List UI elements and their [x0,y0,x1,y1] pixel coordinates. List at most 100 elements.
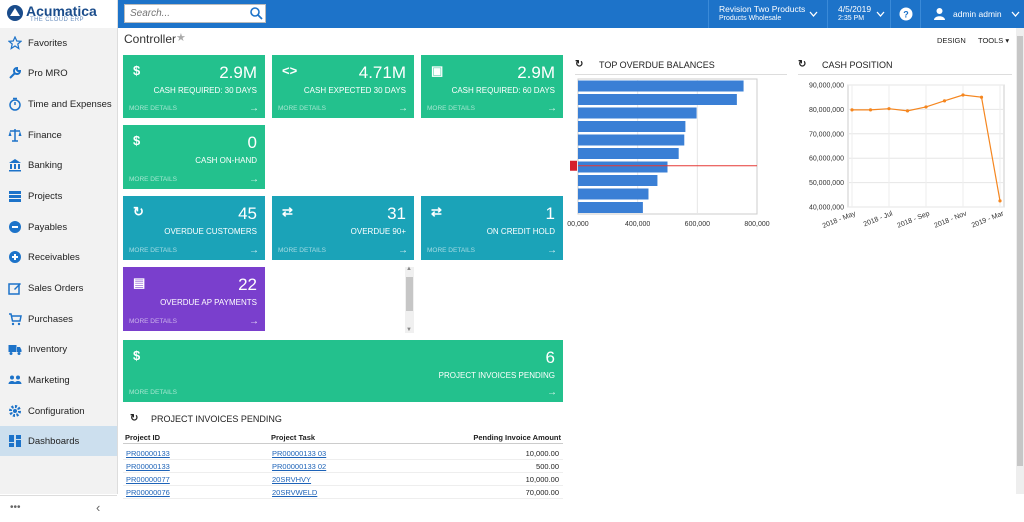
kpi-tile-project-invoices-pending[interactable]: $ 6 PROJECT INVOICES PENDING MORE DETAIL… [123,340,563,402]
more-details-link[interactable]: MORE DETAILS [129,247,177,254]
search-icon[interactable] [249,6,263,20]
transfer-icon: ⇄ [431,204,442,219]
arrow-right-icon[interactable]: → [249,316,259,327]
refresh-icon[interactable]: ↻ [798,59,807,70]
scroll-up-icon[interactable]: ▲ [406,266,412,272]
more-details-link[interactable]: MORE DETAILS [278,247,326,254]
sidebar-item-inventory[interactable]: Inventory [0,334,117,364]
kpi-tile-cash-required-30[interactable]: $ 2.9M CASH REQUIRED: 30 DAYS MORE DETAI… [123,55,265,118]
sidebar-item-projects[interactable]: Projects [0,181,117,211]
app-logo[interactable]: Acumatica THE CLOUD ERP [0,0,118,28]
y-tick-label: 90,000,000 [809,83,844,90]
kpi-tile-overdue-90[interactable]: ⇄ 31 OVERDUE 90+ MORE DETAILS → [272,196,414,260]
x-tick-label: 400,000 [625,221,650,228]
cart-icon [9,313,22,326]
arrow-right-icon[interactable]: → [249,103,259,114]
table-row: PR00000133 PR00000133 02 500.00 [123,460,563,473]
more-details-link[interactable]: MORE DETAILS [129,176,177,183]
branch-company: Revision Two Products [719,4,806,14]
user-menu[interactable]: admin admin [920,0,1024,28]
kpi-tile-overdue-customers[interactable]: ↻ 45 OVERDUE CUSTOMERS MORE DETAILS → [123,196,265,260]
x-tick-label: 2018 - Jul [863,210,895,228]
sidebar-item-receivables[interactable]: Receivables [0,242,117,272]
tiles-scrollbar[interactable]: ▲ ▼ [405,266,414,333]
branch-selector[interactable]: Revision Two Products Products Wholesale [708,0,826,28]
pending-amount: 10,000.00 [525,475,559,484]
sidebar-item-dashboards[interactable]: Dashboards [0,426,117,456]
arrow-right-icon[interactable]: → [547,245,557,256]
chart-title: CASH POSITION [822,60,893,70]
search-input[interactable] [124,4,266,23]
more-details-link[interactable]: MORE DETAILS [129,318,177,325]
collapse-sidebar-button[interactable]: ‹ [96,500,101,515]
design-button[interactable]: DESIGN [937,36,966,45]
arrow-right-icon[interactable]: → [547,103,557,114]
project-task-link[interactable]: 20SRVHVY [272,475,312,484]
tile-value: 45 [238,204,257,223]
sidebar-item-pro-mro[interactable]: Pro MRO [0,58,117,88]
scrollbar-thumb[interactable] [406,277,413,311]
stopwatch-icon [9,97,21,111]
project-id-link[interactable]: PR00000133 [126,449,170,458]
tools-menu-button[interactable]: TOOLS ▾ [978,36,1009,45]
page-scrollbar[interactable] [1016,28,1024,494]
bar [578,202,643,213]
column-header-project-task[interactable]: Project Task [271,433,316,442]
chevron-down-icon [876,11,885,17]
sidebar-item-finance[interactable]: Finance [0,120,117,150]
more-details-link[interactable]: MORE DETAILS [278,105,326,112]
sidebar-item-label: Time and Expenses [28,99,112,110]
project-task-link[interactable]: PR00000133 02 [272,462,327,471]
tile-caption: CASH ON-HAND [195,156,257,165]
refresh-icon[interactable]: ↻ [575,59,584,70]
gear-icon [9,405,21,417]
project-task-link[interactable]: PR00000133 03 [272,449,327,458]
sidebar-item-configuration[interactable]: Configuration [0,396,117,426]
kpi-tile-cash-expected-30[interactable]: <> 4.71M CASH EXPECTED 30 DAYS MORE DETA… [272,55,414,118]
project-id-link[interactable]: PR00000076 [126,488,170,497]
grid-widget-header: ↻ PROJECT INVOICES PENDING [130,413,430,427]
arrow-right-icon[interactable]: → [398,245,408,256]
project-id-link[interactable]: PR00000133 [126,462,170,471]
project-id-link[interactable]: PR00000077 [126,475,170,484]
column-header-project-id[interactable]: Project ID [125,433,161,442]
arrow-right-icon[interactable]: → [249,245,259,256]
more-details-link[interactable]: MORE DETAILS [129,105,177,112]
sidebar-item-sales-orders[interactable]: Sales Orders [0,273,117,303]
more-details-link[interactable]: MORE DETAILS [129,389,177,396]
sidebar-item-label: Pro MRO [28,68,68,79]
more-details-link[interactable]: MORE DETAILS [427,247,475,254]
arrow-right-icon[interactable]: → [249,174,259,185]
sidebar-item-banking[interactable]: Banking [0,150,117,180]
bar [578,134,685,146]
kpi-tile-cash-on-hand[interactable]: $ 0 CASH ON-HAND MORE DETAILS → [123,125,265,189]
bar [578,107,697,119]
overdue-balances-chart: 00,000 400,000 600,000 800,000 [567,78,770,228]
sidebar-item-favorites[interactable]: Favorites [0,28,117,58]
scroll-down-icon[interactable]: ▼ [406,327,412,333]
data-point [942,99,947,103]
favorite-star-icon[interactable]: ★ [176,32,186,44]
kpi-tile-on-credit-hold[interactable]: ⇄ 1 ON CREDIT HOLD MORE DETAILS → [421,196,563,260]
sidebar-item-purchases[interactable]: Purchases [0,304,117,334]
arrow-right-icon[interactable]: → [547,387,557,398]
column-header-pending-amount[interactable]: Pending Invoice Amount [473,433,561,442]
sidebar-item-time-and-expenses[interactable]: Time and Expenses [0,89,117,119]
kpi-tile-overdue-ap-payments[interactable]: ▤ 22 OVERDUE AP PAYMENTS MORE DETAILS → [123,267,265,331]
kpi-tile-cash-required-60[interactable]: ▣ 2.9M CASH REQUIRED: 60 DAYS MORE DETAI… [421,55,563,118]
help-button[interactable]: ? [890,0,920,28]
refresh-icon[interactable]: ↻ [130,413,139,424]
sidebar-item-label: Configuration [28,406,85,417]
project-task-link[interactable]: 20SRVWELD [272,488,318,497]
more-details-link[interactable]: MORE DETAILS [427,105,475,112]
arrow-right-icon[interactable]: → [398,103,408,114]
business-date-selector[interactable]: 4/5/2019 2:35 PM [827,0,889,28]
more-menu-button[interactable]: ••• [10,502,21,513]
edit-icon [8,283,21,295]
tile-value: 1 [545,204,555,223]
y-tick-label: 70,000,000 [809,131,844,138]
threshold-marker-icon [570,160,577,171]
sidebar-item-marketing[interactable]: Marketing [0,365,117,395]
scrollbar-thumb[interactable] [1017,36,1023,466]
sidebar-item-payables[interactable]: Payables [0,212,117,242]
